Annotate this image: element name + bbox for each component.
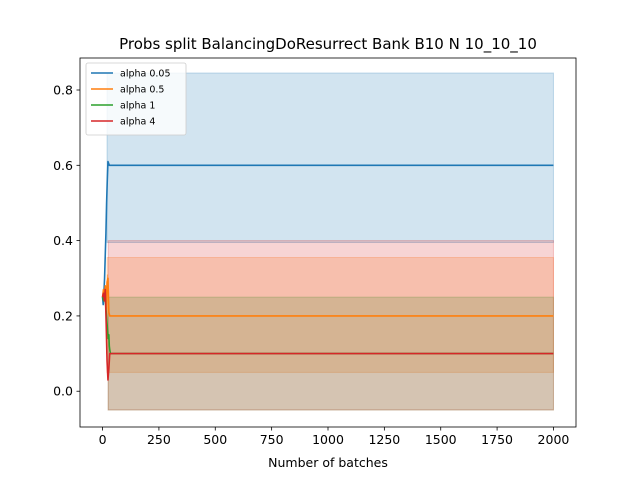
y-tick-label-3: 0.6 [53,158,73,173]
plot-content [101,72,554,411]
y-tick-label-1: 0.2 [53,308,73,323]
x-axis-label: Number of batches [268,455,388,470]
x-tick-label-8: 2000 [538,432,570,447]
y-tick-label-4: 0.8 [53,83,73,98]
x-tick-label-1: 250 [147,432,171,447]
x-tick-label-6: 1500 [425,432,457,447]
chart-title: Probs split BalancingDoResurrect Bank B1… [119,35,537,54]
series-line-3 [101,288,554,381]
series-line-0 [101,160,554,306]
y-tick-label-2: 0.4 [53,233,73,248]
x-tick-label-0: 0 [99,432,107,447]
legend: alpha 0.05 alpha 0.5 alpha 1 alpha 4 [85,62,187,136]
legend-label-3: alpha 4 [120,117,155,128]
legend-label-1: alpha 0.5 [120,85,164,96]
axes: 0 250 500 750 1000 1250 1500 1750 2000 0.0 0.2 0.4 0… [53,57,577,447]
legend-label-2: alpha 1 [120,101,155,112]
legend-label-0: alpha 0.05 [120,69,171,80]
series-band-3 [107,240,554,411]
plot-area [101,72,554,411]
x-tick-label-5: 1250 [368,432,400,447]
x-tick-label-7: 1750 [481,432,513,447]
legend-box [85,62,187,136]
y-tick-label-0: 0.0 [53,384,73,399]
x-tick-label-3: 750 [260,432,284,447]
x-tick-label-2: 500 [203,432,227,447]
x-tick-label-4: 1000 [312,432,344,447]
